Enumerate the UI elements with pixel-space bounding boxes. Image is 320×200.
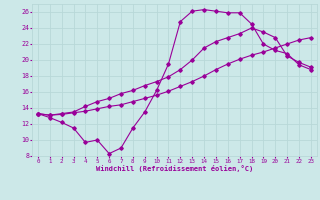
X-axis label: Windchill (Refroidissement éolien,°C): Windchill (Refroidissement éolien,°C) bbox=[96, 165, 253, 172]
